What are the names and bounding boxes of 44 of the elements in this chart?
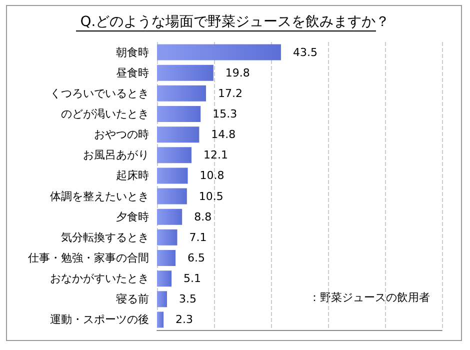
bar xyxy=(157,208,182,225)
y-tick-label: 寝る前 xyxy=(116,292,149,306)
bar xyxy=(157,291,167,308)
y-tick-label: 昼食時 xyxy=(116,66,149,80)
chart-title: Q.どのような場面で野菜ジュースを飲みますか？ xyxy=(80,14,390,30)
bar xyxy=(157,250,176,266)
bar xyxy=(157,126,200,143)
bar xyxy=(157,147,192,164)
bar xyxy=(157,44,281,60)
bar xyxy=(157,312,164,328)
data-label: 10.8 xyxy=(200,169,224,182)
bar xyxy=(157,64,214,81)
y-tick-label: のどが渇いたとき xyxy=(61,108,149,120)
data-label: 43.5 xyxy=(292,46,318,59)
bar xyxy=(157,270,172,287)
data-label: 6.5 xyxy=(188,252,206,264)
y-tick-label: 気分転換するとき xyxy=(61,230,149,244)
bar xyxy=(157,85,206,102)
annotation: ：野菜ジュースの飲用者 xyxy=(309,291,430,304)
y-tick-label: お風呂あがり xyxy=(83,148,149,162)
bar xyxy=(157,229,178,246)
data-label: 2.3 xyxy=(176,313,194,326)
y-tick-label: 夕食時 xyxy=(116,210,149,224)
data-label: 12.1 xyxy=(203,148,228,162)
data-label: 7.1 xyxy=(189,230,207,244)
y-tick-label: おなかがすいたとき xyxy=(50,272,149,286)
data-label: 3.5 xyxy=(178,292,196,306)
data-label: 19.8 xyxy=(225,66,250,80)
y-tick-label: 運動・スポーツの後 xyxy=(50,313,149,326)
bar xyxy=(157,106,201,122)
y-tick-label: 朝食時 xyxy=(116,46,149,59)
data-label: 5.1 xyxy=(184,272,202,286)
bar xyxy=(157,188,187,204)
data-label: 8.8 xyxy=(194,210,212,224)
data-label: 14.8 xyxy=(211,128,236,142)
data-label: 17.2 xyxy=(218,86,243,100)
data-label: 10.5 xyxy=(198,190,224,203)
y-tick-label: 起床時 xyxy=(116,169,149,182)
y-tick-label: 仕事・勉強・家事の合間 xyxy=(28,252,149,264)
y-tick-label: 体調を整えたいとき xyxy=(50,190,149,203)
bar xyxy=(157,168,188,184)
data-label: 15.3 xyxy=(212,108,238,120)
y-tick-label: おやつの時 xyxy=(94,128,149,142)
y-tick-label: くつろいでいるとき xyxy=(50,86,149,100)
